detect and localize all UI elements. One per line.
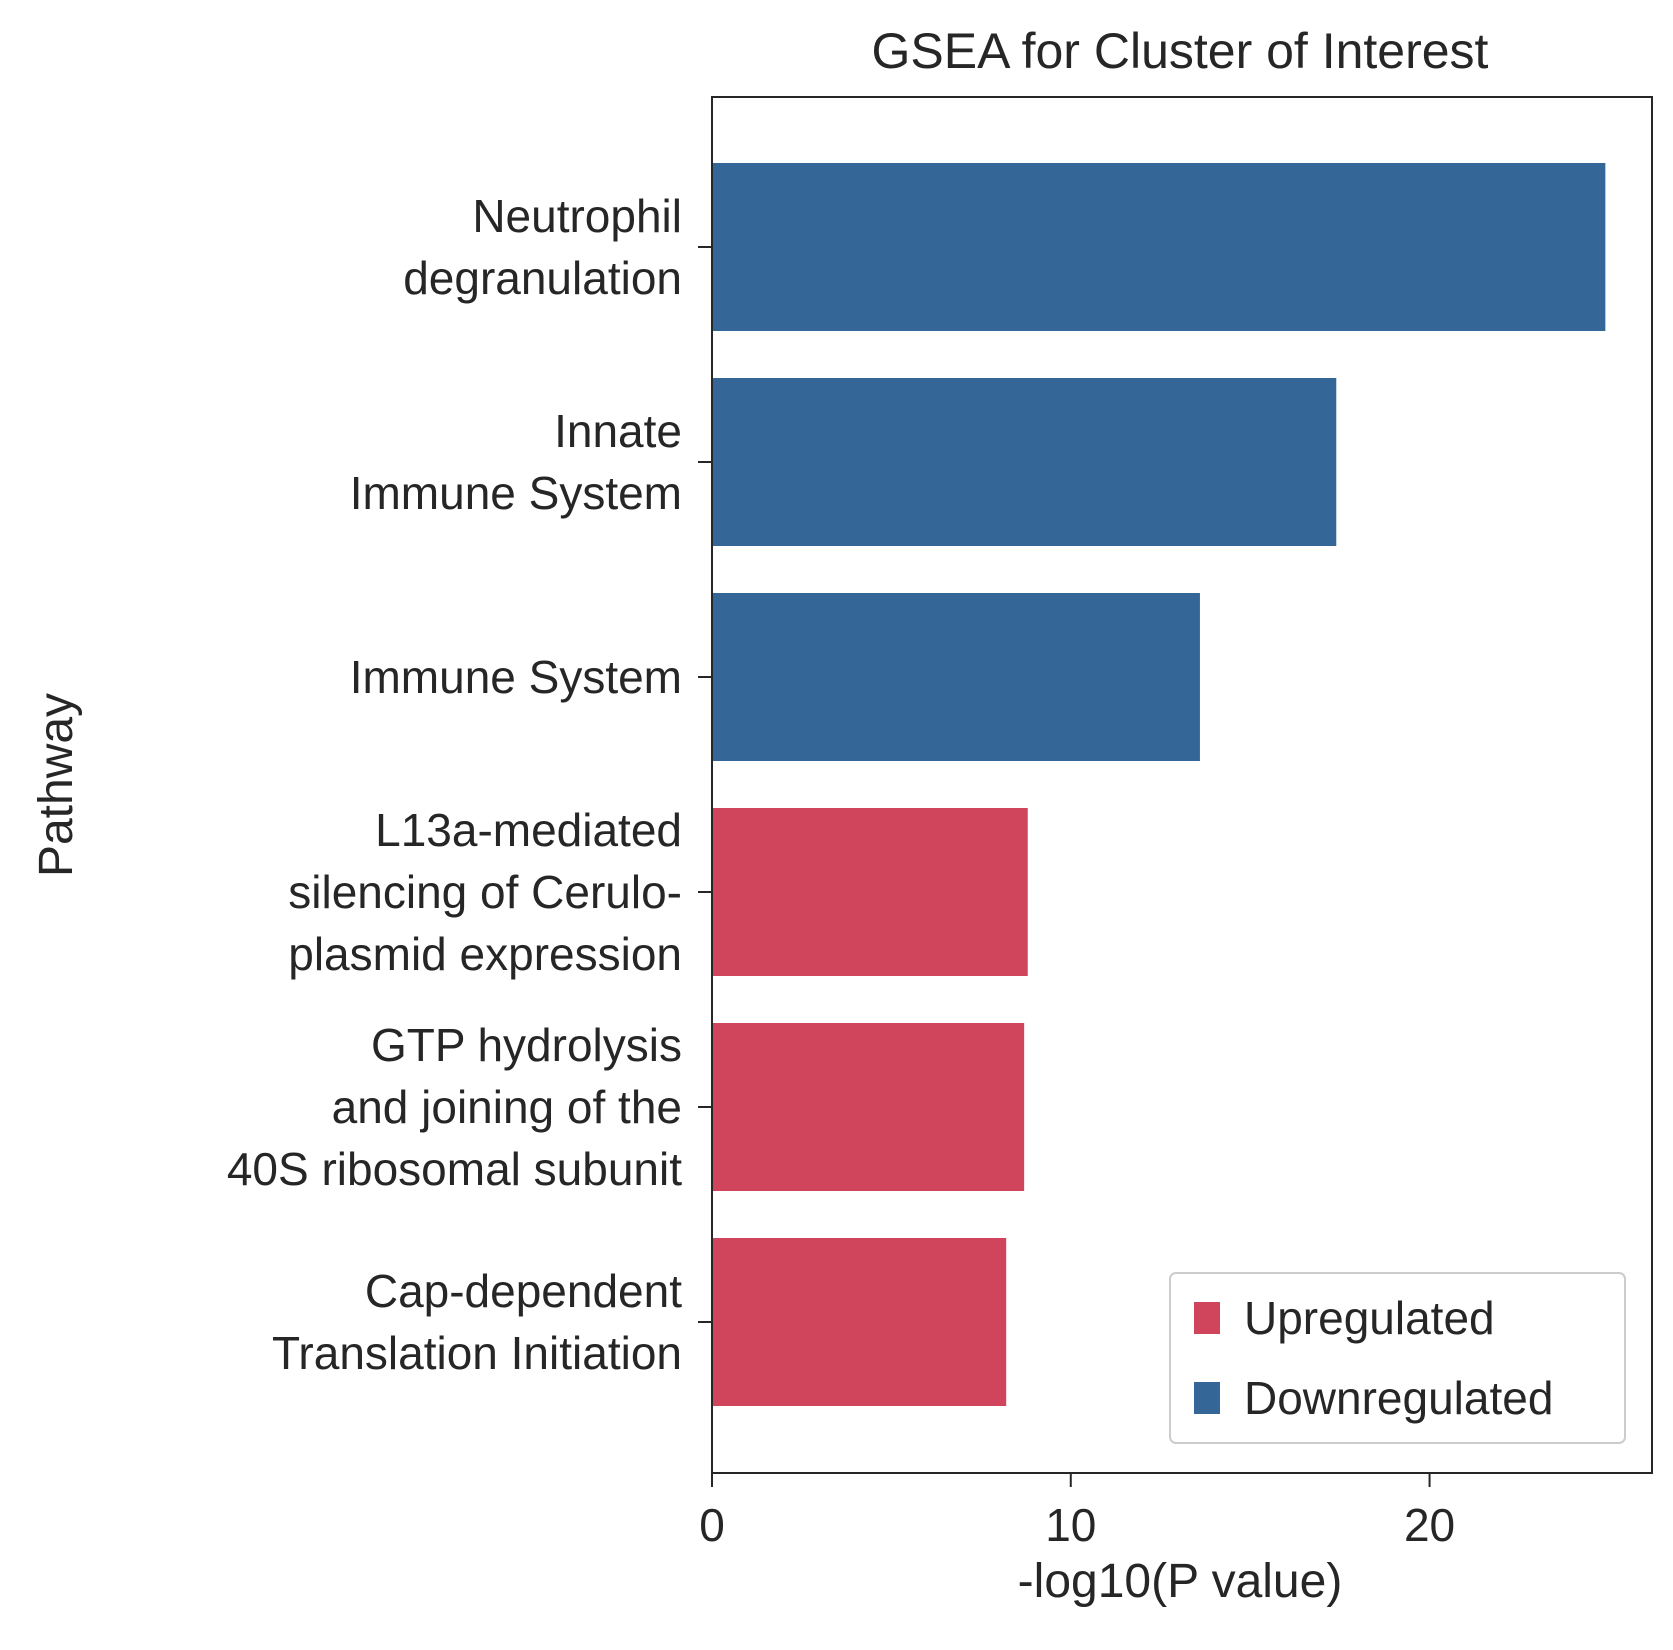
bar-3 [712,593,1200,761]
x-axis-ticks: 0 10 20 [699,1473,1455,1551]
bar-1 [712,163,1606,331]
legend-box [1169,1272,1626,1444]
plot-frame [711,96,1653,1474]
bar-6 [712,1238,1007,1406]
x-tick-label: 10 [1045,1499,1096,1551]
x-tick-label: 20 [1404,1499,1455,1551]
chart-title: GSEA for Cluster of Interest [872,23,1489,79]
y-tick-label: L13a-mediated silencing of Cerulo-plasmid… [288,804,682,980]
y-tick-label: Neutrophil degranulation [403,190,682,304]
legend-swatch-upregulated [1194,1302,1220,1334]
legend-swatch-downregulated [1194,1382,1220,1414]
y-tick-label: GTP hydrolysis and joining of the 40S ribo… [227,1019,682,1195]
legend-label: Downregulated [1244,1372,1553,1424]
y-tick-label: Cap-dependent Translation Initiation [272,1265,682,1379]
bar-5 [712,1023,1025,1191]
legend-label: Upregulated [1244,1292,1495,1344]
legend: Upregulated Downregulated [1169,1272,1626,1444]
y-tick-label: Innate Immune System [350,405,682,519]
x-axis-label: -log10(P value) [1018,1555,1343,1608]
y-tick-label: Immune System [350,651,682,703]
x-tick-label: 0 [699,1499,725,1551]
bar-4 [712,808,1028,976]
y-axis-label: Pathway [30,693,83,877]
bars-group [712,163,1606,1406]
bar-2 [712,378,1337,546]
y-axis-ticks: Neutrophil degranulation Innate Immune Syst… [227,190,712,1379]
